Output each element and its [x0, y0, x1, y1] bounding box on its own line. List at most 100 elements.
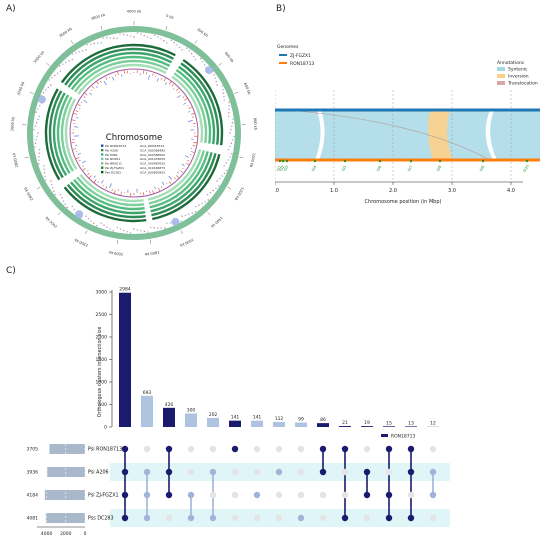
- upset-y-tick-label: 1000: [96, 380, 108, 386]
- gene-island-marker: [278, 159, 282, 163]
- circos-tick-label: 2800 kb: [12, 152, 19, 168]
- upset-y-tick-label: 1500: [96, 357, 108, 363]
- genomic-island-marker: [75, 210, 84, 219]
- upset-y-tick-label: 500: [98, 402, 107, 408]
- matrix-dot-inactive: [297, 491, 305, 499]
- matrix-dot-inactive: [319, 491, 327, 499]
- upset-y-tick-label: 2000: [96, 335, 108, 341]
- circos-tick: [100, 25, 103, 30]
- gene-density-dot: [54, 193, 56, 196]
- gc-skew-spike: [87, 172, 90, 176]
- intersection-bar: [273, 421, 285, 427]
- gc-skew-spike: [83, 96, 86, 99]
- gene-density-dot: [180, 220, 182, 222]
- circos-tick: [218, 63, 222, 66]
- matrix-dot-active: [319, 468, 327, 476]
- genomic-island-marker: [171, 217, 180, 226]
- gene-density-dot: [45, 89, 47, 91]
- gc-skew-spike: [143, 70, 145, 74]
- gene-island-marker: [409, 159, 413, 163]
- matrix-dot-active: [363, 468, 371, 476]
- gene-island-marker: [343, 159, 347, 163]
- gene-density-dot: [221, 85, 223, 87]
- ring-gap: [163, 51, 186, 82]
- annotation-legend-label: Inversion: [508, 74, 529, 80]
- circos-tick-label: 1800 kb: [144, 250, 160, 256]
- gene-density-dot: [229, 132, 231, 134]
- gc-skew-spike: [152, 73, 154, 77]
- gene-density-dot: [209, 192, 212, 194]
- gene-density-dot: [62, 200, 65, 202]
- gene-density-dot: [106, 37, 108, 39]
- matrix-dot-inactive: [407, 491, 415, 499]
- circos-legend-label: Pss DC283: [105, 170, 121, 174]
- gene-density-dot: [157, 36, 159, 38]
- gene-density-dot: [102, 37, 104, 39]
- gc-skew-spike: [168, 181, 172, 184]
- intersection-bar-value: 12: [430, 420, 436, 426]
- upset-y-axis: 0 500 1000 1500 2000 2500 3000: [96, 290, 113, 431]
- intersection-bar: [383, 426, 395, 427]
- panel-label-c: C): [6, 266, 16, 276]
- circos-tick: [46, 63, 50, 66]
- set-size-tick-label: 0: [84, 531, 87, 537]
- upset-legend-swatch: [381, 434, 388, 437]
- gc-skew-spike: [177, 94, 181, 99]
- circos-legend-swatch: [101, 157, 104, 161]
- matrix-dot-inactive: [275, 491, 283, 499]
- gene-density-dot: [231, 153, 233, 155]
- intersection-bar: [141, 395, 153, 427]
- set-name: Psi RON18713: [88, 447, 122, 453]
- gc-skew-spike: [190, 151, 195, 153]
- gc-skew-spike: [184, 97, 188, 101]
- set-name: Psi A206: [88, 470, 109, 476]
- matrix-dot-active: [275, 468, 283, 476]
- gene-density-dot: [176, 44, 178, 46]
- genome-comparison-ring: [48, 47, 220, 219]
- circos-legend-label: Psi ZJ-FGZX1: [105, 166, 124, 170]
- ring-gap: [142, 193, 154, 225]
- gene-island-marker: [378, 159, 382, 163]
- matrix-dot-inactive: [143, 445, 151, 453]
- gene-density-dot: [136, 229, 139, 231]
- matrix-dot-inactive: [231, 491, 239, 499]
- matrix-dot-active: [165, 468, 173, 476]
- gc-skew-spike: [187, 120, 193, 122]
- genome-2-legend-label: RON18713: [290, 61, 314, 67]
- gene-density-dot: [112, 230, 114, 232]
- matrix-dot-active: [121, 468, 129, 476]
- gene-density-dot: [37, 108, 39, 110]
- gene-density-dot: [85, 49, 87, 51]
- gene-density-dot: [195, 205, 197, 208]
- matrix-dot-active: [253, 491, 261, 499]
- gene-density-dot: [53, 190, 55, 192]
- genome-comparison-ring: [44, 43, 224, 223]
- inversion-block: [428, 110, 453, 160]
- gene-density-dot: [163, 40, 165, 42]
- intersection-bar-value: 15: [386, 420, 392, 426]
- gc-skew-spike: [184, 155, 189, 158]
- circos-tick-label: 1600 kb: [179, 237, 195, 247]
- intersection-bar-value: 300: [187, 408, 196, 414]
- gc-skew-spike: [105, 186, 108, 189]
- gc-skew-spike: [149, 190, 151, 194]
- matrix-dot-inactive: [209, 445, 217, 453]
- intersection-bar: [163, 407, 175, 427]
- gene-density-dot: [227, 159, 229, 161]
- matrix-dot-inactive: [209, 491, 217, 499]
- matrix-dot-inactive: [187, 468, 195, 476]
- intersection-bar: [427, 426, 439, 427]
- gene-density-dot: [178, 46, 181, 49]
- gene-density-dot: [195, 58, 197, 61]
- circos-tick-label: 600 kb: [243, 82, 252, 96]
- gene-density-dot: [73, 208, 75, 211]
- gene-island-label: GI7: [407, 165, 413, 172]
- intersection-bar: [119, 292, 131, 427]
- gene-density-dot: [100, 42, 102, 44]
- genomes-legend-title: Genomes: [277, 44, 299, 50]
- gc-skew-spike: [75, 117, 79, 119]
- gene-density-dot: [207, 199, 210, 201]
- gene-density-dot: [66, 206, 68, 209]
- gc-skew-spike: [171, 84, 174, 87]
